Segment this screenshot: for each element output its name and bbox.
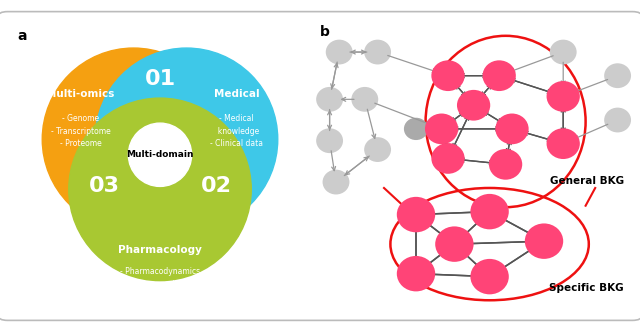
Circle shape bbox=[326, 40, 353, 64]
Circle shape bbox=[457, 90, 490, 121]
Circle shape bbox=[397, 197, 435, 232]
Circle shape bbox=[323, 170, 349, 195]
Circle shape bbox=[42, 48, 225, 231]
Circle shape bbox=[431, 143, 465, 174]
Circle shape bbox=[550, 40, 577, 64]
Circle shape bbox=[547, 128, 580, 159]
Circle shape bbox=[470, 259, 509, 294]
Text: Medical: Medical bbox=[214, 89, 259, 99]
Circle shape bbox=[316, 128, 343, 153]
Text: Multi-domain: Multi-domain bbox=[126, 150, 194, 159]
Text: Multi-omics: Multi-omics bbox=[46, 89, 115, 99]
Circle shape bbox=[397, 256, 435, 291]
Text: General BKG: General BKG bbox=[550, 176, 624, 186]
Text: 03: 03 bbox=[88, 176, 120, 197]
Text: - Genome
- Transcriptome
- Proteome: - Genome - Transcriptome - Proteome bbox=[51, 114, 110, 148]
Text: Pharmacology: Pharmacology bbox=[118, 245, 202, 255]
Circle shape bbox=[604, 108, 631, 132]
Text: - Medical
  knowledge
- Clinical data: - Medical knowledge - Clinical data bbox=[210, 114, 263, 148]
Circle shape bbox=[351, 87, 378, 112]
Circle shape bbox=[364, 40, 391, 64]
Circle shape bbox=[604, 63, 631, 88]
Circle shape bbox=[129, 123, 191, 187]
Circle shape bbox=[95, 48, 278, 231]
Circle shape bbox=[489, 149, 522, 180]
Circle shape bbox=[525, 223, 563, 259]
Circle shape bbox=[435, 226, 474, 262]
Circle shape bbox=[404, 118, 428, 140]
Circle shape bbox=[470, 194, 509, 229]
Circle shape bbox=[425, 114, 458, 144]
FancyBboxPatch shape bbox=[0, 12, 640, 320]
Circle shape bbox=[364, 137, 391, 162]
Text: 02: 02 bbox=[200, 176, 232, 197]
Text: b: b bbox=[320, 26, 330, 40]
Circle shape bbox=[547, 81, 580, 112]
Text: 01: 01 bbox=[145, 69, 175, 89]
Circle shape bbox=[316, 87, 343, 112]
Text: - Pharmacodynamics
and pharmacokinetics
- Toxicology: - Pharmacodynamics and pharmacokinetics … bbox=[117, 267, 203, 301]
Circle shape bbox=[495, 114, 529, 144]
Circle shape bbox=[431, 60, 465, 91]
Circle shape bbox=[483, 60, 516, 91]
Text: a: a bbox=[17, 29, 27, 43]
Text: Specific BKG: Specific BKG bbox=[549, 283, 624, 292]
Circle shape bbox=[68, 98, 252, 281]
